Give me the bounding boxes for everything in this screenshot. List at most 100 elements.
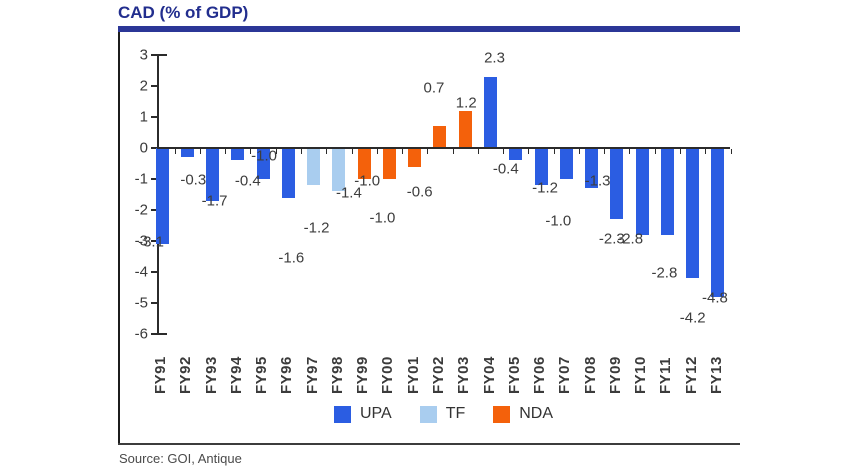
x-axis-tick	[705, 149, 707, 154]
bar-value-label: -1.0	[251, 147, 278, 165]
y-tick-label: -6	[134, 325, 148, 343]
legend-label-nda: NDA	[519, 405, 554, 422]
bar-value-label: -3.1	[138, 233, 164, 251]
bar-FY02	[433, 126, 447, 148]
bar-FY01	[408, 148, 422, 167]
y-tick-label: -4	[134, 263, 148, 281]
bar-value-label: 0.7	[423, 79, 445, 97]
bar-value-label: -0.3	[180, 171, 207, 189]
bar-value-label: 2.3	[484, 49, 505, 67]
y-tick-label: 3	[139, 46, 148, 64]
bar-FY98	[332, 148, 346, 192]
y-axis-tick	[151, 240, 158, 242]
source-note: Source: GOI, Antique	[119, 451, 242, 466]
chart-frame-bottom-border	[118, 443, 740, 445]
bar-FY06	[534, 148, 548, 186]
y-tick-label: -5	[134, 294, 148, 312]
x-axis-tick	[477, 149, 479, 154]
bar-value-label: -1.0	[369, 209, 396, 227]
title-rule	[118, 26, 740, 32]
y-axis-bottom-cap	[157, 333, 167, 335]
x-axis-tick	[680, 149, 682, 154]
bar-FY04	[484, 76, 497, 148]
y-axis-tick	[151, 178, 158, 180]
bar-FY95	[256, 148, 270, 179]
bar-FY05	[509, 148, 523, 161]
bar-value-label: -1.0	[545, 212, 572, 230]
legend-swatch-nda	[493, 405, 511, 423]
chart-title: CAD (% of GDP)	[118, 3, 249, 22]
x-tick-label-FY03: FY03	[455, 356, 473, 394]
x-axis-zero-line	[157, 147, 730, 149]
x-tick-label-FY13: FY13	[707, 356, 725, 394]
x-axis-tick	[604, 149, 606, 154]
x-tick-label-FY11: FY11	[657, 356, 675, 394]
x-tick-label-FY09: FY09	[606, 356, 624, 394]
y-axis-tick	[151, 271, 158, 273]
legend-label-tf: TF	[445, 405, 466, 422]
bar-FY08	[585, 148, 599, 189]
x-axis-tick	[300, 149, 302, 154]
bar-FY09	[610, 148, 624, 220]
y-axis-tick	[151, 147, 158, 149]
x-tick-label-FY12: FY12	[682, 356, 700, 394]
bar-value-label: -0.4	[234, 172, 261, 190]
x-axis-tick	[376, 149, 378, 154]
bar-value-label: -2.8	[651, 264, 678, 282]
y-tick-label: -1	[134, 170, 148, 188]
x-axis-tick	[250, 149, 252, 154]
x-tick-label-FY08: FY08	[581, 356, 599, 394]
x-axis-tick	[553, 149, 555, 154]
bar-value-label: -2.3	[598, 230, 625, 248]
y-tick-label: -2	[134, 201, 148, 219]
y-axis-tick	[151, 116, 158, 118]
x-axis-tick	[629, 149, 631, 154]
bar-value-label: -1.6	[278, 249, 305, 267]
y-tick-label: -3	[134, 232, 148, 250]
bar-FY12	[686, 148, 700, 279]
y-tick-label: 2	[139, 77, 148, 95]
bar-value-label: -1.4	[335, 184, 362, 202]
y-axis-tick	[151, 85, 158, 87]
bar-value-label: -2.8	[617, 230, 644, 248]
legend-swatch-tf	[419, 405, 437, 423]
bar-FY03	[458, 110, 472, 148]
bar-FY94	[231, 148, 245, 161]
legend-label-upa: UPA	[359, 405, 392, 422]
x-tick-label-FY97: FY97	[303, 356, 321, 394]
x-tick-label-FY95: FY95	[253, 356, 271, 394]
y-axis-tick	[151, 333, 158, 335]
bar-value-label: -1.7	[201, 192, 228, 210]
x-tick-label-FY94: FY94	[227, 356, 245, 394]
bar-FY07	[559, 148, 573, 179]
legend-item-upa: UPA	[333, 405, 392, 423]
bar-FY00	[382, 148, 396, 179]
legend-item-tf: TF	[419, 405, 466, 423]
x-tick-label-FY07: FY07	[556, 356, 574, 394]
x-axis-tick	[730, 149, 732, 154]
x-axis-tick	[351, 149, 353, 154]
y-tick-label: 1	[139, 108, 148, 126]
x-tick-label-FY92: FY92	[177, 356, 195, 394]
bar-value-label: -4.2	[679, 309, 706, 327]
x-tick-label-FY98: FY98	[328, 356, 346, 394]
x-axis-tick	[199, 149, 201, 154]
x-tick-label-FY06: FY06	[531, 356, 549, 394]
x-tick-label-FY00: FY00	[379, 356, 397, 394]
x-axis-tick	[275, 149, 277, 154]
x-axis-tick	[427, 149, 429, 154]
x-tick-label-FY02: FY02	[429, 356, 447, 394]
x-tick-label-FY10: FY10	[632, 356, 650, 394]
chart-frame-left-border	[118, 32, 120, 445]
bar-value-label: -1.3	[584, 172, 611, 190]
bar-value-label: -1.0	[354, 172, 381, 190]
bar-FY93	[206, 148, 220, 201]
y-axis-tick	[151, 54, 158, 56]
x-axis-tick	[503, 149, 505, 154]
x-tick-label-FY91: FY91	[152, 356, 169, 394]
x-tick-label-FY99: FY99	[354, 356, 372, 394]
legend: UPA TF NDA	[157, 402, 730, 426]
x-tick-label-FY96: FY96	[278, 356, 296, 394]
x-tick-label-FY93: FY93	[202, 356, 220, 394]
